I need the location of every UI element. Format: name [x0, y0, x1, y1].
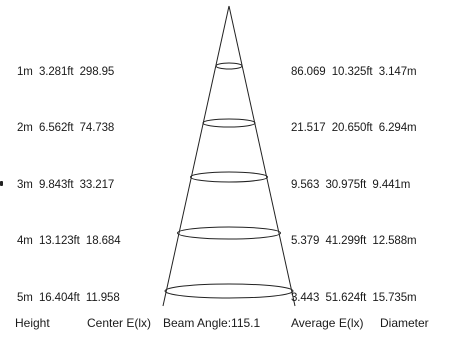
beam-ellipse-5m — [164, 283, 294, 299]
cone-left-edge — [162, 5, 230, 307]
row-3m-left: 3m 9.843ft 33.217 — [17, 179, 115, 191]
footer-height-label: Height — [15, 316, 50, 330]
beam-ellipse-2m — [202, 118, 256, 128]
beam-ellipse-1m — [215, 62, 243, 70]
row-2m-right: 21.517 20.650ft 6.294m — [291, 122, 417, 134]
cone-right-edge — [228, 5, 296, 307]
row-1m-left: 1m 3.281ft 298.95 — [17, 66, 115, 78]
footer-center-label: Center E(lx) — [87, 316, 152, 330]
beam-ellipse-3m — [190, 171, 268, 183]
footer-beam-angle: Beam Angle:115.1 — [163, 316, 261, 330]
edge-mark — [0, 181, 3, 186]
row-5m-right: 3.443 51.624ft 15.735m — [291, 292, 417, 304]
beam-ellipse-4m — [177, 226, 281, 240]
row-4m-right: 5.379 41.299ft 12.588m — [291, 235, 417, 247]
footer-diameter-label: Diameter — [380, 316, 429, 330]
footer-average-label: Average E(lx) — [291, 316, 364, 330]
row-2m-left: 2m 6.562ft 74.738 — [17, 122, 115, 134]
row-4m-left: 4m 13.123ft 18.684 — [17, 235, 121, 247]
row-5m-left: 5m 16.404ft 11.958 — [17, 292, 120, 304]
row-3m-right: 9.563 30.975ft 9.441m — [291, 179, 411, 191]
row-1m-right: 86.069 10.325ft 3.147m — [291, 66, 417, 78]
